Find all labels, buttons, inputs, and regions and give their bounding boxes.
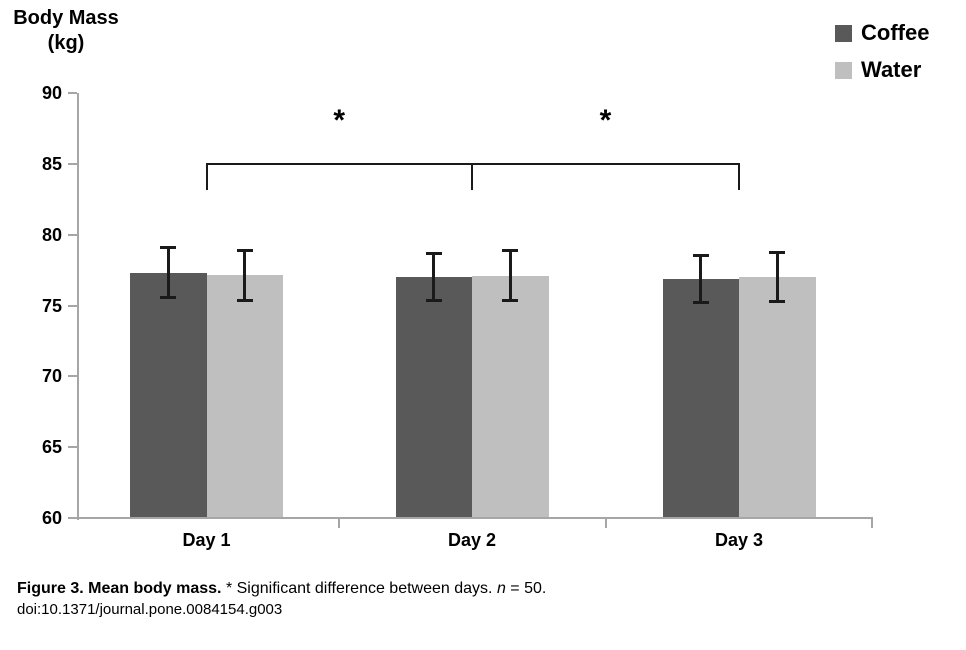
coffee-bar-day-1 [130,272,207,518]
coffee-swatch-icon [835,24,852,42]
caption-n-symbol: n [496,580,506,597]
y-tick-75 [68,304,77,307]
x-tick-2 [604,519,607,528]
water-bar-day-3 [739,277,816,518]
y-tick-80 [68,233,77,236]
error-bar-coffee-day-2-cap-top [425,252,442,256]
figure-caption: Figure 3. Mean body mass. * Significant … [17,578,546,620]
error-bar-water-day-3-cap-bottom [769,299,786,303]
water-bar-day-1 [206,275,283,518]
significance-asterisk-1: * [333,104,346,137]
legend-label-coffee: Coffee [861,20,930,45]
y-tick-label-75: 75 [41,295,62,316]
y-tick-label-65: 65 [41,437,62,458]
y-axis-line [77,93,79,520]
caption-title: Figure 3. Mean body mass. [17,580,222,597]
error-bar-coffee-day-1-cap-bottom [160,296,177,300]
legend-item-water: Water [835,59,929,81]
caption-n-value: = 50. [505,580,547,597]
caption-line-1: Figure 3. Mean body mass. * Significant … [17,578,546,600]
sig-bracket-tick-3 [738,163,740,190]
error-bar-water-day-2-cap-top [502,249,519,253]
legend-label-water: Water [861,57,922,82]
x-label-day-3: Day 3 [714,530,764,550]
chart-legend: Coffee Water [835,22,929,81]
x-axis-line [69,517,873,519]
y-tick-label-85: 85 [41,153,62,174]
legend-item-coffee: Coffee [835,22,929,44]
caption-doi: doi:10.1371/journal.pone.0084154.g003 [17,601,283,618]
x-label-day-1: Day 1 [182,530,231,550]
y-tick-65 [68,446,77,449]
significance-asterisk-2: * [599,104,612,137]
error-bar-coffee-day-3-stem [699,254,703,303]
caption-note: * Significant difference between days. [221,580,497,597]
error-bar-water-day-1-stem [243,249,247,301]
y-tick-85 [68,162,77,165]
x-tick-1 [338,519,341,528]
water-bar-day-2 [472,275,549,518]
error-bar-water-day-2-cap-bottom [502,299,519,303]
y-tick-label-80: 80 [41,224,62,245]
y-tick-70 [68,375,77,378]
coffee-bar-day-2 [395,277,472,518]
error-bar-coffee-day-1-stem [166,247,170,299]
error-bar-water-day-1-cap-bottom [236,298,253,302]
x-label-day-2: Day 2 [447,530,497,550]
x-tick-3 [870,519,873,528]
error-bar-coffee-day-3-cap-bottom [692,300,709,304]
error-bar-coffee-day-3-cap-top [692,253,709,257]
y-tick-label-90: 90 [41,83,62,103]
water-swatch-icon [835,61,852,79]
y-tick-label-60: 60 [41,508,62,528]
error-bar-water-day-2-stem [508,250,512,302]
y-axis-title-line1: Body Mass [13,7,119,29]
y-axis-title: Body Mass (kg) [10,6,122,56]
error-bar-coffee-day-1-cap-top [160,246,177,250]
y-tick-60 [68,517,77,519]
error-bar-water-day-3-stem [775,252,779,302]
error-bar-coffee-day-2-cap-bottom [425,299,442,303]
y-tick-label-70: 70 [41,366,62,387]
sig-bracket-tick-1 [205,163,208,190]
y-axis-title-line2: (kg) [47,32,85,54]
coffee-bar-day-3 [662,278,739,518]
error-bar-water-day-3-cap-top [769,251,786,255]
error-bar-water-day-1-cap-top [236,248,253,252]
y-tick-90 [68,92,77,94]
sig-bracket-tick-2 [471,163,473,190]
error-bar-coffee-day-2-stem [432,253,436,302]
